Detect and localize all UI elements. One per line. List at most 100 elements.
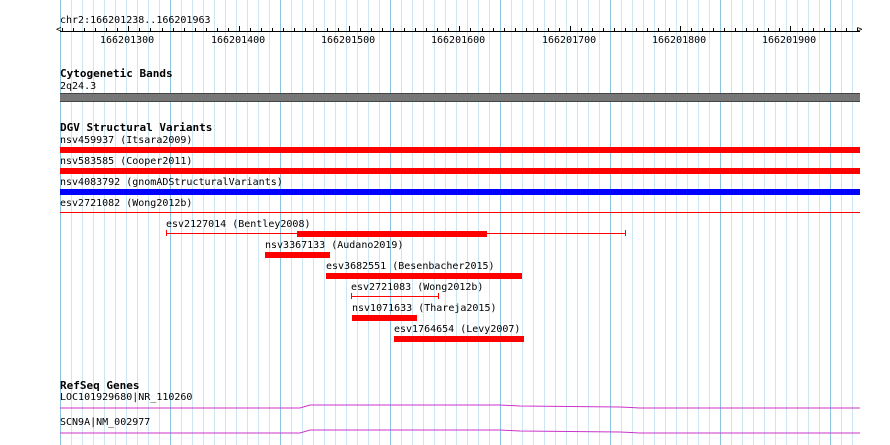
ruler-minor-tick — [173, 28, 174, 32]
ruler-minor-tick — [272, 28, 273, 32]
feature-bar-nsv3367133[interactable] — [265, 252, 330, 258]
ruler-minor-tick — [382, 28, 383, 32]
ruler-minor-tick — [338, 28, 339, 32]
ruler-tick-label: 166201600 — [431, 35, 486, 46]
feature-label-esv2721083: esv2721083 (Wong2012b) — [351, 282, 484, 293]
gene-label-loc101929680: LOC101929680|NR_110260 — [60, 392, 193, 403]
ruler-minor-tick — [548, 28, 549, 32]
ruler-minor-tick — [537, 28, 538, 32]
ruler-minor-tick — [73, 28, 74, 32]
ruler-minor-tick — [824, 28, 825, 32]
ruler-minor-tick — [404, 28, 405, 32]
cytoband-bar[interactable] — [60, 93, 860, 102]
feature-line-esv2721082[interactable] — [60, 212, 860, 213]
feature-end-tick — [625, 230, 626, 236]
feature-bar-esv3682551[interactable] — [326, 273, 522, 279]
ruler-minor-tick — [305, 28, 306, 32]
feature-end-tick — [351, 293, 352, 299]
feature-label-nsv459937: nsv459937 (Itsara2009) — [60, 135, 193, 146]
ruler-minor-tick — [228, 28, 229, 32]
ruler-minor-tick — [283, 28, 284, 32]
ruler-major-tick — [570, 26, 571, 32]
feature-bar-nsv1071633[interactable] — [352, 315, 417, 321]
ruler-minor-tick — [592, 28, 593, 32]
feature-line-esv2721083[interactable] — [351, 296, 439, 297]
ruler-minor-tick — [448, 28, 449, 32]
ruler-minor-tick — [150, 28, 151, 32]
ruler-minor-tick — [493, 28, 494, 32]
ruler-minor-tick — [106, 28, 107, 32]
ruler-minor-tick — [713, 28, 714, 32]
ruler-tick-label: 166201300 — [100, 35, 155, 46]
ruler-tick-label: 166201900 — [762, 35, 817, 46]
ruler-minor-tick — [84, 28, 85, 32]
gene-label-scn9a: SCN9A|NM_002977 — [60, 417, 151, 428]
gene-line-loc101929680[interactable] — [60, 402, 860, 412]
ruler-major-tick — [790, 26, 791, 32]
ruler-minor-tick — [625, 28, 626, 32]
feature-label-esv2721082: esv2721082 (Wong2012b) — [60, 198, 193, 209]
feature-label-esv2127014: esv2127014 (Bentley2008) — [166, 219, 311, 230]
ruler-minor-tick — [393, 28, 394, 32]
ruler-minor-tick — [724, 28, 725, 32]
track-title: Cytogenetic Bands — [60, 67, 173, 80]
feature-label-nsv4083792: nsv4083792 (gnomADStructuralVariants) — [60, 177, 283, 188]
ruler-minor-tick — [515, 28, 516, 32]
ruler-left-arrow-icon: < — [56, 25, 62, 35]
ruler-minor-tick — [658, 28, 659, 32]
ruler-minor-tick — [316, 28, 317, 32]
ruler-minor-tick — [250, 28, 251, 32]
ruler-minor-tick — [669, 28, 670, 32]
ruler-minor-tick — [603, 28, 604, 32]
ruler-minor-tick — [857, 28, 858, 32]
cytoband-label: 2q24.3 — [60, 81, 97, 92]
ruler-minor-tick — [206, 28, 207, 32]
feature-label-esv1764654: esv1764654 (Levy2007) — [394, 324, 521, 335]
ruler-minor-tick — [162, 28, 163, 32]
ruler-minor-tick — [294, 28, 295, 32]
ruler-minor-tick — [184, 28, 185, 32]
ruler-minor-tick — [360, 28, 361, 32]
ruler-minor-tick — [647, 28, 648, 32]
feature-end-tick — [166, 230, 167, 236]
ruler-minor-tick — [757, 28, 758, 32]
ruler-right-arrow-icon: > — [857, 25, 863, 35]
ruler-minor-tick — [813, 28, 814, 32]
ruler-minor-tick — [559, 28, 560, 32]
feature-bar-nsv4083792[interactable] — [60, 189, 860, 195]
feature-bar-nsv459937[interactable] — [60, 147, 860, 153]
gene-line-scn9a[interactable] — [60, 427, 860, 437]
feature-label-nsv583585: nsv583585 (Cooper2011) — [60, 156, 193, 167]
ruler-minor-tick — [504, 28, 505, 32]
ruler-minor-tick — [779, 28, 780, 32]
track-title: RefSeq Genes — [60, 379, 140, 392]
ruler-minor-tick — [691, 28, 692, 32]
ruler-minor-tick — [636, 28, 637, 32]
ruler-minor-tick — [415, 28, 416, 32]
ruler-minor-tick — [746, 28, 747, 32]
ruler-minor-tick — [735, 28, 736, 32]
ruler-minor-tick — [702, 28, 703, 32]
ruler-minor-tick — [482, 28, 483, 32]
feature-bar-esv2127014[interactable] — [297, 231, 487, 237]
ruler-major-tick — [239, 26, 240, 32]
ruler-minor-tick — [768, 28, 769, 32]
ruler-minor-tick — [470, 28, 471, 32]
ruler-minor-tick — [371, 28, 372, 32]
feature-bar-nsv583585[interactable] — [60, 168, 860, 174]
ruler-major-tick — [459, 26, 460, 32]
ruler-minor-tick — [117, 28, 118, 32]
ruler-minor-tick — [614, 28, 615, 32]
ruler-minor-tick — [327, 28, 328, 32]
ruler-tick-label: 166201400 — [211, 35, 266, 46]
ruler-minor-tick — [62, 28, 63, 32]
feature-label-nsv3367133: nsv3367133 (Audano2019) — [265, 240, 404, 251]
ruler-minor-tick — [526, 28, 527, 32]
ruler-minor-tick — [95, 28, 96, 32]
track-title: DGV Structural Variants — [60, 121, 213, 134]
ruler-minor-tick — [261, 28, 262, 32]
feature-bar-esv1764654[interactable] — [394, 336, 524, 342]
feature-label-esv3682551: esv3682551 (Besenbacher2015) — [326, 261, 495, 272]
ruler-minor-tick — [835, 28, 836, 32]
